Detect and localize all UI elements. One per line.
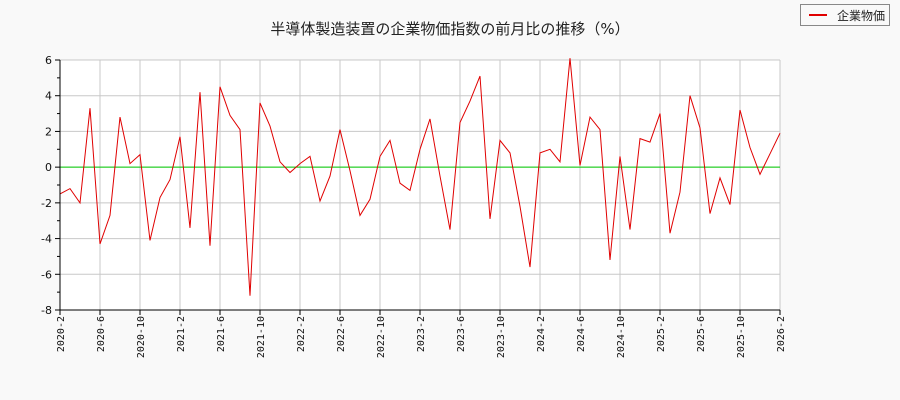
data-series [59,58,781,296]
legend-swatch [809,14,827,16]
y-tick-label: 2 [45,125,52,138]
legend: 企業物価 [800,4,890,26]
y-tick-label: 6 [45,54,52,67]
x-tick-label: 2021-2 [176,316,187,352]
x-tick-label: 2024-10 [616,316,627,358]
x-tick-label: 2022-2 [296,316,307,352]
x-tick-label: 2025-6 [696,316,707,352]
x-tick-label: 2022-10 [376,316,387,358]
series-line [59,58,781,296]
grid-lines [59,59,781,311]
x-tick-label: 2021-10 [256,316,267,358]
y-tick-label: -4 [41,233,52,246]
chart-title: 半導体製造装置の企業物価指数の前月比の推移（%） [270,20,630,38]
x-tick-label: 2026-2 [776,316,787,352]
x-tick-label: 2020-2 [56,316,67,352]
x-tick-label: 2024-2 [536,316,547,352]
y-tick-label: -8 [41,304,52,317]
y-tick-label: 4 [45,90,52,103]
x-tick-label: 2020-10 [136,316,147,358]
x-tick-label: 2024-6 [576,316,587,352]
x-tick-label: 2025-10 [736,316,747,358]
x-tick-label: 2023-6 [456,316,467,352]
x-tick-label: 2022-6 [336,316,347,352]
y-axis-ticks: 6 4 2 0 -2 -4 -6 -8 [41,54,60,317]
x-tick-label: 2020-6 [96,316,107,352]
x-tick-label: 2023-10 [496,316,507,358]
legend-label: 企業物価 [837,8,886,23]
x-tick-label: 2023-2 [416,316,427,352]
x-tick-label: 2021-6 [216,316,227,352]
y-tick-label: -6 [41,268,52,281]
y-tick-label: -2 [41,197,52,210]
y-tick-label: 0 [45,161,52,174]
x-tick-label: 2025-2 [656,316,667,352]
x-axis-ticks: 2020-2 2020-6 2020-10 2021-2 2021-6 2021-10 20… [56,310,787,358]
